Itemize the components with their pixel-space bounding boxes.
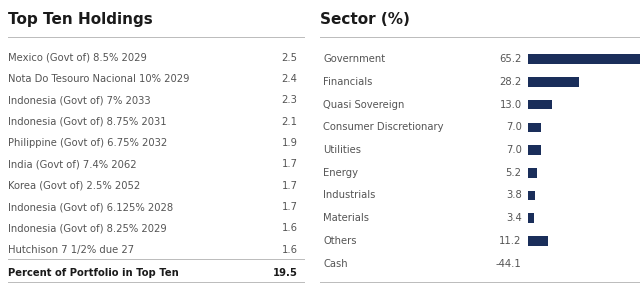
Text: 3.8: 3.8 [506, 190, 522, 201]
FancyBboxPatch shape [528, 236, 548, 246]
Text: 1.6: 1.6 [282, 245, 298, 255]
Text: Government: Government [323, 54, 385, 64]
Text: Cash: Cash [323, 259, 348, 269]
FancyBboxPatch shape [528, 191, 535, 200]
FancyBboxPatch shape [528, 123, 541, 132]
Text: 7.0: 7.0 [506, 145, 522, 155]
Text: 5.2: 5.2 [506, 168, 522, 178]
Text: 11.2: 11.2 [499, 236, 522, 246]
Text: 3.4: 3.4 [506, 213, 522, 223]
FancyBboxPatch shape [528, 54, 640, 64]
Text: 28.2: 28.2 [499, 77, 522, 87]
Text: 19.5: 19.5 [273, 268, 298, 278]
Text: Utilities: Utilities [323, 145, 361, 155]
Text: Nota Do Tesouro Nacional 10% 2029: Nota Do Tesouro Nacional 10% 2029 [8, 74, 189, 84]
Text: Quasi Sovereign: Quasi Sovereign [323, 100, 404, 110]
FancyBboxPatch shape [528, 77, 579, 87]
Text: India (Govt of) 7.4% 2062: India (Govt of) 7.4% 2062 [8, 159, 136, 169]
Text: Mexico (Govt of) 8.5% 2029: Mexico (Govt of) 8.5% 2029 [8, 53, 147, 63]
Text: 1.6: 1.6 [282, 223, 298, 234]
Text: Financials: Financials [323, 77, 372, 87]
FancyBboxPatch shape [528, 168, 538, 178]
Text: Indonesia (Govt of) 8.25% 2029: Indonesia (Govt of) 8.25% 2029 [8, 223, 166, 234]
Text: Sector (%): Sector (%) [320, 12, 410, 27]
Text: Korea (Govt of) 2.5% 2052: Korea (Govt of) 2.5% 2052 [8, 181, 140, 191]
Text: 13.0: 13.0 [499, 100, 522, 110]
Text: 1.7: 1.7 [282, 202, 298, 212]
FancyBboxPatch shape [528, 145, 541, 155]
Text: Industrials: Industrials [323, 190, 376, 201]
Text: 1.7: 1.7 [282, 181, 298, 191]
Text: 2.4: 2.4 [282, 74, 298, 84]
Text: Indonesia (Govt of) 7% 2033: Indonesia (Govt of) 7% 2033 [8, 95, 150, 105]
Text: 1.7: 1.7 [282, 159, 298, 169]
Text: -44.1: -44.1 [496, 259, 522, 269]
Text: Philippine (Govt of) 6.75% 2032: Philippine (Govt of) 6.75% 2032 [8, 138, 167, 148]
Text: Indonesia (Govt of) 6.125% 2028: Indonesia (Govt of) 6.125% 2028 [8, 202, 173, 212]
Text: Others: Others [323, 236, 356, 246]
Text: 1.9: 1.9 [282, 138, 298, 148]
Text: Energy: Energy [323, 168, 358, 178]
FancyBboxPatch shape [528, 213, 534, 223]
Text: 2.5: 2.5 [282, 53, 298, 63]
Text: Hutchison 7 1/2% due 27: Hutchison 7 1/2% due 27 [8, 245, 134, 255]
Text: 7.0: 7.0 [506, 122, 522, 132]
FancyBboxPatch shape [528, 100, 552, 110]
Text: 2.3: 2.3 [282, 95, 298, 105]
Text: 2.1: 2.1 [282, 117, 298, 127]
Text: 65.2: 65.2 [499, 54, 522, 64]
Text: Top Ten Holdings: Top Ten Holdings [8, 12, 152, 27]
Text: Materials: Materials [323, 213, 369, 223]
Text: Indonesia (Govt of) 8.75% 2031: Indonesia (Govt of) 8.75% 2031 [8, 117, 166, 127]
Text: Consumer Discretionary: Consumer Discretionary [323, 122, 444, 132]
Text: Percent of Portfolio in Top Ten: Percent of Portfolio in Top Ten [8, 268, 179, 278]
